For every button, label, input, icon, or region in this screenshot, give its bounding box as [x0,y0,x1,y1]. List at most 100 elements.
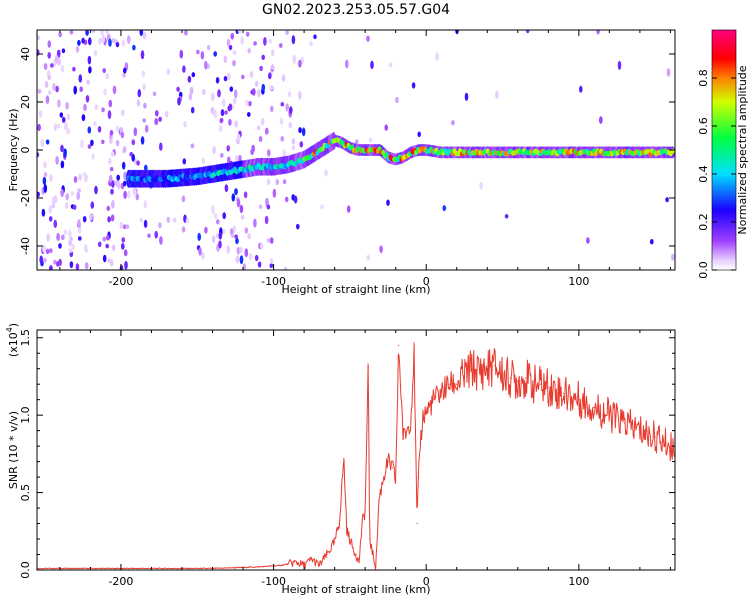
heatmap-cell [158,116,162,122]
heatmap-cell [164,110,169,118]
y-tick-label: 40 [19,47,32,61]
heatmap-cell [47,52,51,59]
heatmap-cell [213,212,218,220]
heatmap-cell [268,38,273,44]
y-tick-label: 20 [19,95,32,109]
heatmap-cell [345,59,349,69]
heatmap-cell [229,86,234,92]
snr-point [654,436,656,438]
x-tick-label: -200 [108,575,133,588]
colorbar-label: Normalized spectral amplitude [736,65,749,234]
heatmap-cell [232,225,237,234]
heatmap-cell [504,214,509,219]
heatmap-cell [142,83,146,91]
heatmap-cell [42,176,47,186]
heatmap-cell [259,65,263,72]
heatmap-cell [53,259,57,265]
snr-point [418,476,420,478]
heatmap-cell [43,184,48,193]
snr-point [440,391,443,393]
heatmap-cell [47,40,52,48]
heatmap-cell [59,112,64,118]
heatmap-cell [181,195,186,203]
heatmap-cell [122,72,126,78]
heatmap-cell [244,227,249,234]
heatmap-cell [55,156,59,165]
heatmap-cell [88,66,92,74]
heatmap-cell [386,199,390,206]
heatmap-cell [259,242,264,250]
colorbar: 0.0 0.2 0.4 0.6 0.8 Normalized spectral ampl… [697,29,749,279]
snr-point [456,383,458,385]
heatmap-cell [298,127,302,134]
heatmap-cell [234,155,239,163]
heatmap-cell [83,103,87,112]
heatmap-cell [136,160,140,166]
heatmap-cell [60,188,64,198]
snr-point [563,392,565,395]
snr-point [378,499,380,501]
y-tick-label: 1.5 [19,329,32,347]
heatmap-cell [108,99,113,108]
heatmap-cell [88,37,92,46]
heatmap-cell [233,89,238,99]
heatmap-cell [40,138,45,148]
heatmap-cell [80,139,84,149]
snr-point [326,553,328,556]
snr-point [494,365,496,367]
heatmap-cell [252,88,256,96]
heatmap-cell [223,55,228,63]
snr-point [540,383,542,385]
heatmap-cell [61,234,65,241]
heatmap-cell [247,48,251,54]
heatmap-cell [226,245,231,254]
heatmap-cell [106,205,111,211]
heatmap-cell [291,35,296,45]
colorbar-tick-label: 0.6 [697,117,710,135]
heatmap-cell [51,203,56,209]
heatmap-cell [64,201,69,209]
snr-point [334,541,336,543]
heatmap-cell [154,118,158,125]
snr-point [524,377,527,379]
snr-point [382,476,385,478]
heatmap-cell [196,49,200,55]
heatmap-cell [166,68,171,76]
heatmap-cell [261,54,266,60]
colorbar-tick-label: 0.2 [697,213,710,231]
heatmap-cell [48,205,52,214]
heatmap-cell [159,236,163,245]
heatmap-cell [122,224,127,230]
heatmap-cell [451,120,455,126]
heatmap-cell [55,85,59,93]
heatmap-cell [135,193,140,201]
heatmap-cell [220,109,225,117]
heatmap-cell [105,243,109,249]
heatmap-cell [43,161,47,169]
heatmap-cell [671,253,675,261]
heatmap-cell [368,137,373,143]
heatmap-cell [579,85,583,93]
heatmap-cell [268,72,272,80]
y-tick-label: 0 [19,147,32,154]
snr-point [280,564,282,567]
snr-line [37,342,675,570]
heatmap-cell [52,82,56,91]
heatmap-cell [108,157,112,165]
heatmap-cell [288,121,293,129]
heatmap-cell [254,254,259,262]
heatmap-cell [210,107,215,115]
snr-point [410,417,412,419]
heatmap-cell [79,86,83,92]
heatmap-cell [218,231,223,240]
y-tick-label: 0.5 [19,484,32,502]
heatmap-cell [282,179,287,185]
heatmap-cell [103,88,107,96]
heatmap-cell [53,219,58,228]
heatmap-cell [166,216,171,223]
heatmap-cell [124,260,128,270]
heatmap-cell [230,233,235,239]
heatmap-cell [366,254,371,261]
heatmap-cell [115,42,120,48]
